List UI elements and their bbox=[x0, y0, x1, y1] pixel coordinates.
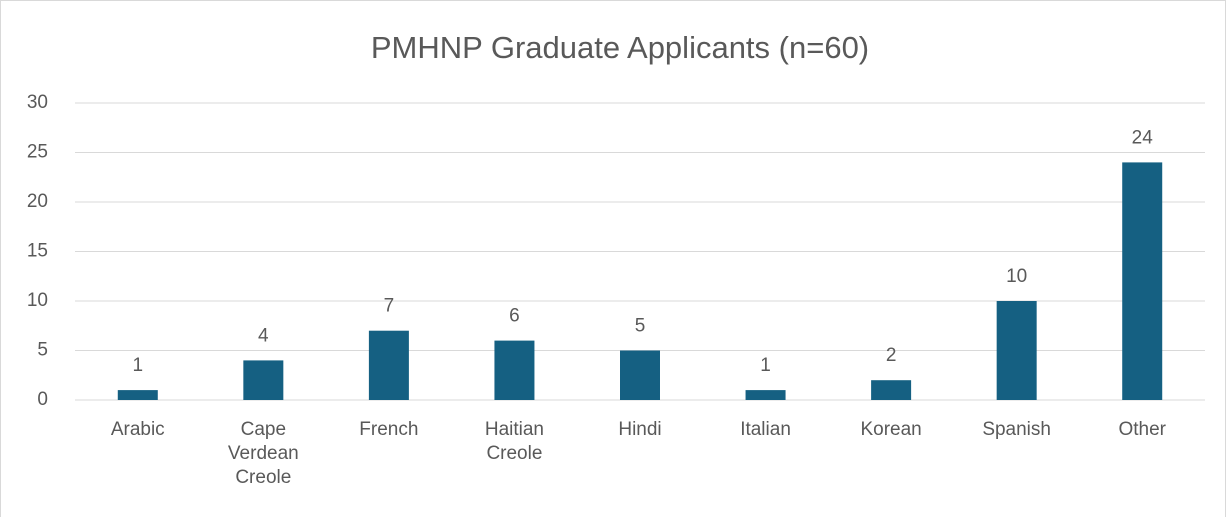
x-tick-label: Arabic bbox=[110, 419, 165, 440]
x-tick-label: French bbox=[359, 419, 419, 440]
x-tick-label: Korean bbox=[860, 419, 922, 440]
x-tick-label: Spanish bbox=[982, 419, 1051, 440]
data-label: 4 bbox=[258, 325, 269, 346]
data-label: 24 bbox=[1132, 127, 1154, 148]
x-tick-label: Other bbox=[1118, 419, 1166, 440]
y-tick-label: 5 bbox=[37, 340, 48, 361]
y-tick-label: 20 bbox=[27, 191, 48, 212]
y-tick-label: 0 bbox=[37, 389, 48, 410]
x-tick-label: Haitian Creole bbox=[484, 419, 545, 464]
y-tick-label: 15 bbox=[27, 241, 48, 262]
bar bbox=[243, 360, 284, 400]
data-label: 10 bbox=[1006, 266, 1027, 287]
x-tick-label: Cape Verdean Creole bbox=[227, 419, 299, 488]
x-tick-label: Hindi bbox=[618, 419, 662, 440]
chart-title: PMHNP Graduate Applicants (n=60) bbox=[371, 30, 869, 65]
data-label: 7 bbox=[384, 296, 395, 317]
data-label: 1 bbox=[132, 355, 143, 376]
y-tick-label: 30 bbox=[27, 92, 48, 113]
bar bbox=[368, 330, 409, 400]
y-tick-label: 25 bbox=[27, 142, 48, 163]
bar bbox=[996, 301, 1037, 400]
data-label: 2 bbox=[886, 345, 897, 366]
x-tick-label: Italian bbox=[740, 419, 791, 440]
bar bbox=[117, 390, 158, 400]
data-label: 6 bbox=[509, 306, 520, 327]
bar bbox=[620, 350, 660, 400]
bar bbox=[871, 380, 912, 400]
bar bbox=[494, 340, 535, 400]
y-tick-label: 10 bbox=[27, 290, 48, 311]
bar bbox=[745, 390, 786, 400]
bar bbox=[1122, 162, 1163, 400]
data-label: 5 bbox=[635, 316, 646, 337]
data-label: 1 bbox=[760, 355, 771, 376]
